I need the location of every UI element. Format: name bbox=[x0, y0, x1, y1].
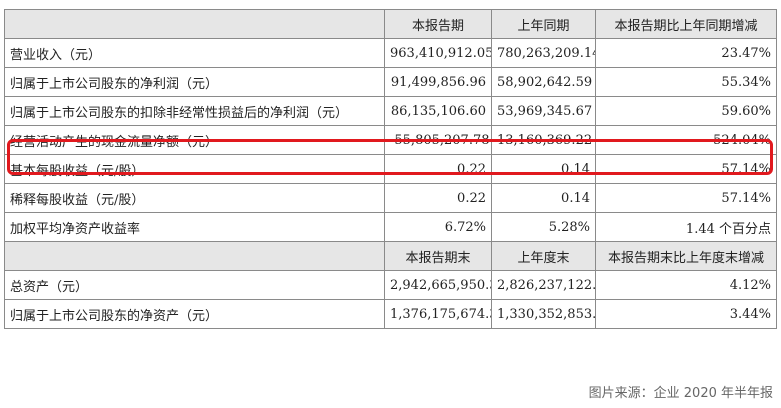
financial-table-container: 本报告期 上年同期 本报告期比上年同期增减 营业收入（元） 963,410,91… bbox=[4, 9, 777, 329]
row-value-current: 2,942,665,950.30 bbox=[384, 270, 492, 300]
row-value-prior: 1,330,352,853.02 bbox=[491, 299, 596, 329]
row-value-current: 963,410,912.05 bbox=[384, 38, 492, 68]
row-value-change: 1.44 个百分点 bbox=[595, 212, 777, 242]
header-change: 本报告期比上年同期增减 bbox=[595, 9, 777, 39]
table-header-row: 本报告期 上年同期 本报告期比上年同期增减 bbox=[4, 9, 777, 39]
header-blank-cell bbox=[4, 9, 385, 39]
table-row: 营业收入（元） 963,410,912.05 780,263,209.14 23… bbox=[4, 38, 777, 68]
row-value-prior: 58,902,642.59 bbox=[491, 67, 596, 97]
row-value-current: 86,135,106.60 bbox=[384, 96, 492, 126]
table-row: 总资产（元） 2,942,665,950.30 2,826,237,122.05… bbox=[4, 270, 777, 300]
row-value-prior: 0.14 bbox=[491, 183, 596, 213]
row-value-prior: 5.28% bbox=[491, 212, 596, 242]
row-label: 稀释每股收益（元/股） bbox=[4, 183, 385, 213]
row-value-current: 1,376,175,674.33 bbox=[384, 299, 492, 329]
table-row: 基本每股收益（元/股） 0.22 0.14 57.14% bbox=[4, 154, 777, 184]
row-label: 总资产（元） bbox=[4, 270, 385, 300]
row-label: 归属于上市公司股东的净资产（元） bbox=[4, 299, 385, 329]
row-label: 基本每股收益（元/股） bbox=[4, 154, 385, 184]
row-value-prior: 780,263,209.14 bbox=[491, 38, 596, 68]
subheader-period-end: 本报告期末 bbox=[384, 241, 492, 271]
row-label: 加权平均净资产收益率 bbox=[4, 212, 385, 242]
row-value-change: -524.04% bbox=[595, 125, 777, 155]
table-row: 归属于上市公司股东的净资产（元） 1,376,175,674.33 1,330,… bbox=[4, 299, 777, 329]
row-label: 归属于上市公司股东的净利润（元） bbox=[4, 67, 385, 97]
row-label: 归属于上市公司股东的扣除非经常性损益后的净利润（元） bbox=[4, 96, 385, 126]
row-value-prior: 53,969,345.67 bbox=[491, 96, 596, 126]
row-label: 营业收入（元） bbox=[4, 38, 385, 68]
table-row: 归属于上市公司股东的净利润（元） 91,499,856.96 58,902,64… bbox=[4, 67, 777, 97]
row-value-change: 59.60% bbox=[595, 96, 777, 126]
financial-summary-table: 本报告期 上年同期 本报告期比上年同期增减 营业收入（元） 963,410,91… bbox=[4, 9, 777, 329]
row-value-current: 0.22 bbox=[384, 154, 492, 184]
row-label: 经营活动产生的现金流量净额（元） bbox=[4, 125, 385, 155]
image-source-caption: 图片来源：企业 2020 年半年报 bbox=[588, 386, 773, 401]
row-value-change: 3.44% bbox=[595, 299, 777, 329]
row-value-current: -55,805,207.78 bbox=[384, 125, 492, 155]
subheader-blank-cell bbox=[4, 241, 385, 271]
table-subheader-row: 本报告期末 上年度末 本报告期末比上年度末增减 bbox=[4, 241, 777, 271]
header-current-period: 本报告期 bbox=[384, 9, 492, 39]
row-value-current: 6.72% bbox=[384, 212, 492, 242]
subheader-prior-year-end: 上年度末 bbox=[491, 241, 596, 271]
row-value-change: 23.47% bbox=[595, 38, 777, 68]
table-row-highlighted: 经营活动产生的现金流量净额（元） -55,805,207.78 13,160,3… bbox=[4, 125, 777, 155]
subheader-change: 本报告期末比上年度末增减 bbox=[595, 241, 777, 271]
row-value-change: 55.34% bbox=[595, 67, 777, 97]
row-value-prior: 0.14 bbox=[491, 154, 596, 184]
row-value-prior: 2,826,237,122.05 bbox=[491, 270, 596, 300]
table-row: 加权平均净资产收益率 6.72% 5.28% 1.44 个百分点 bbox=[4, 212, 777, 242]
header-prior-period: 上年同期 bbox=[491, 9, 596, 39]
row-value-change: 57.14% bbox=[595, 154, 777, 184]
table-row: 稀释每股收益（元/股） 0.22 0.14 57.14% bbox=[4, 183, 777, 213]
row-value-current: 0.22 bbox=[384, 183, 492, 213]
row-value-change: 4.12% bbox=[595, 270, 777, 300]
row-value-prior: 13,160,369.22 bbox=[491, 125, 596, 155]
row-value-change: 57.14% bbox=[595, 183, 777, 213]
table-row: 归属于上市公司股东的扣除非经常性损益后的净利润（元） 86,135,106.60… bbox=[4, 96, 777, 126]
row-value-current: 91,499,856.96 bbox=[384, 67, 492, 97]
